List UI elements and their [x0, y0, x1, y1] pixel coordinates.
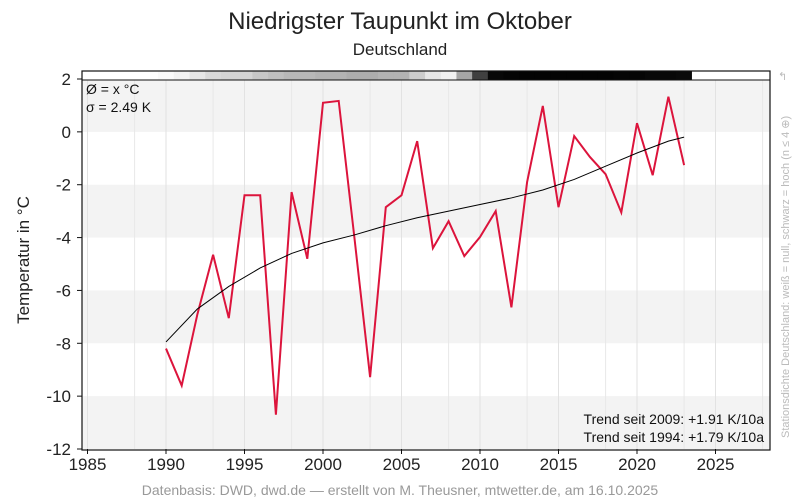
axis-ticks: 1985 1990 1995 2000 2005 2010 2015 2020 2025 2 0 -2…: [46, 70, 734, 474]
y-tick-label: -8: [56, 334, 71, 353]
density-cell: [173, 71, 191, 80]
density-cell: [456, 71, 473, 80]
density-cell: [691, 71, 709, 80]
density-cell: [487, 71, 505, 80]
y-tick-label: -2: [56, 176, 71, 195]
trend-2009-label: Trend seit 2009: +1.91 K/10a: [584, 411, 765, 427]
density-cell: [268, 71, 285, 80]
density-cell: [425, 71, 442, 80]
density-cell: [393, 71, 410, 80]
density-cell: [754, 71, 771, 80]
density-cell: [158, 71, 175, 80]
density-cell: [440, 71, 457, 80]
density-cell: [95, 71, 112, 80]
y-axis-label: Temperatur in °C: [14, 196, 33, 324]
series-group: [165, 96, 686, 415]
chart-title: Niedrigster Taupunkt im Oktober: [228, 8, 572, 35]
plot-frame: [81, 70, 771, 451]
density-cell: [534, 71, 552, 80]
x-tick-label: 1995: [226, 455, 264, 474]
source-credit: Datenbasis: DWD, dwd.de — erstellt von M…: [142, 482, 659, 498]
density-bar: [82, 71, 771, 80]
y-tick-label: 0: [62, 123, 71, 142]
density-cell: [111, 71, 128, 80]
background-band: [82, 79, 770, 132]
arrow-left-icon: ↰: [778, 71, 787, 83]
density-cell: [409, 71, 426, 80]
density-cell: [236, 71, 253, 80]
x-tick-label: 2025: [697, 455, 735, 474]
chart-subtitle: Deutschland: [353, 40, 448, 59]
density-cell: [660, 71, 677, 80]
background-band: [82, 184, 770, 238]
density-cell: [377, 71, 395, 80]
trend-1994-label: Trend seit 1994: +1.79 K/10a: [584, 429, 765, 445]
density-cell: [550, 71, 567, 80]
background-band: [82, 396, 770, 449]
background-band: [82, 290, 770, 344]
x-tick-label: 2000: [304, 455, 342, 474]
y-tick-label: -10: [46, 387, 71, 406]
density-cell: [126, 71, 143, 80]
y-tick-label: -4: [56, 229, 71, 248]
grid-lines: [87, 80, 764, 449]
density-cell: [142, 71, 159, 80]
density-cell: [644, 71, 662, 80]
y-tick-label: 2: [62, 70, 71, 89]
density-cell: [315, 71, 332, 80]
mean-label: Ø = x °C: [86, 81, 139, 97]
density-cell: [739, 71, 756, 80]
density-cell: [597, 71, 614, 80]
x-tick-label: 1985: [69, 455, 107, 474]
x-tick-label: 2005: [383, 455, 421, 474]
density-side-note: Stationsdichte Deutschland: weiß = null,…: [780, 116, 792, 438]
density-cell: [346, 71, 363, 80]
y-tick-label: -6: [56, 281, 71, 300]
density-cell: [189, 71, 206, 80]
density-cell: [566, 71, 583, 80]
density-cell: [472, 71, 489, 80]
x-tick-label: 2020: [618, 455, 656, 474]
sigma-label: σ = 2.49 K: [86, 99, 152, 115]
density-cell: [676, 71, 693, 80]
trend-line: [165, 136, 685, 343]
density-cell: [330, 71, 348, 80]
density-cell: [707, 71, 724, 80]
density-cell: [613, 71, 630, 80]
dewpoint-line: [165, 96, 686, 415]
density-cell: [362, 71, 379, 80]
x-tick-label: 2010: [461, 455, 499, 474]
density-cell: [723, 71, 740, 80]
y-tick-label: -12: [46, 440, 71, 459]
x-tick-label: 1990: [147, 455, 185, 474]
density-cell: [519, 71, 536, 80]
density-cell: [205, 71, 222, 80]
density-cell: [220, 71, 238, 80]
density-cell: [582, 71, 599, 80]
density-cell: [252, 71, 269, 80]
density-cell: [299, 71, 316, 80]
x-tick-label: 2015: [540, 455, 578, 474]
density-cell: [82, 71, 96, 80]
density-cell: [283, 71, 300, 80]
density-cell: [629, 71, 646, 80]
density-cell: [503, 71, 520, 80]
background-bands: [82, 79, 770, 449]
